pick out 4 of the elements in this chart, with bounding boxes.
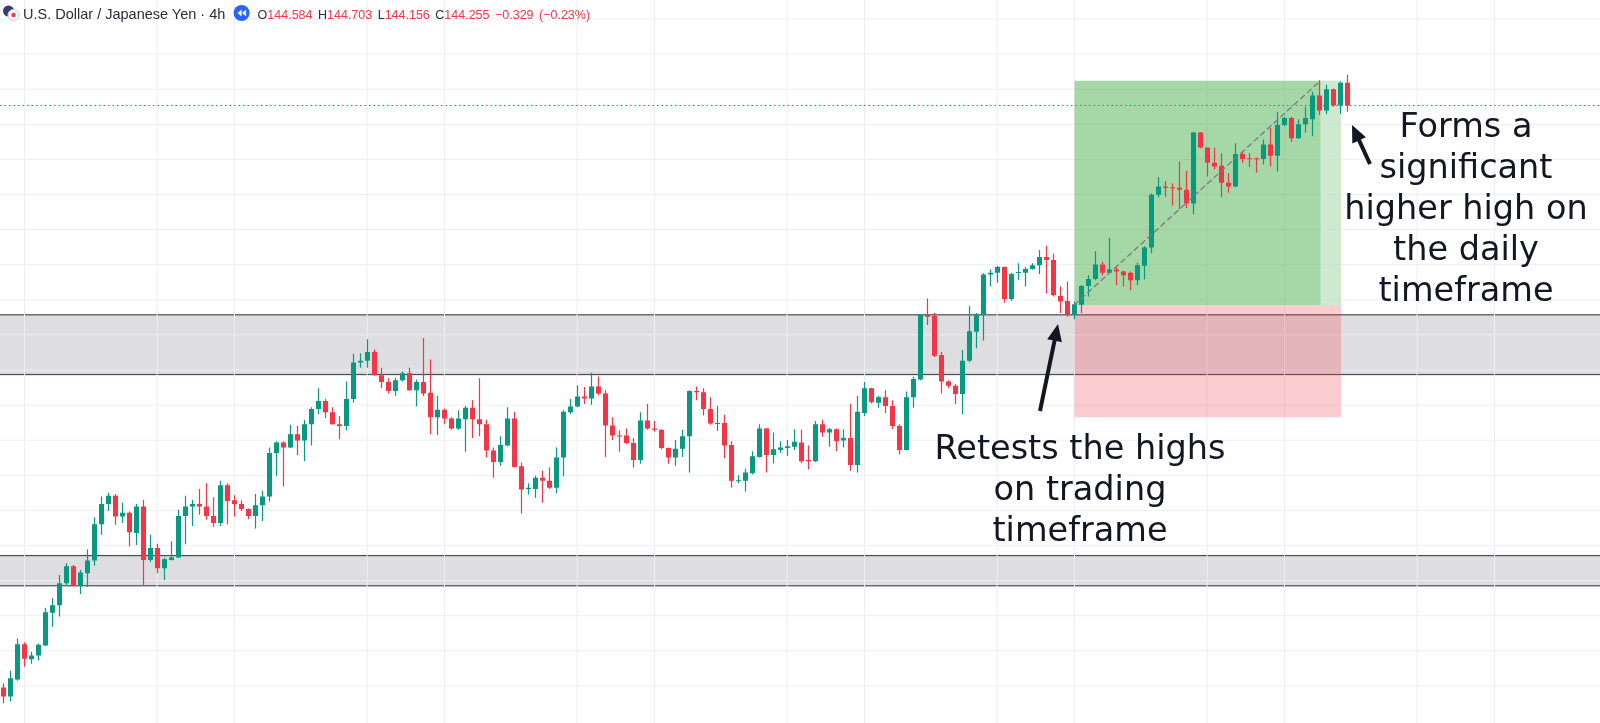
annotation: Retests the highs on trading timeframe: [934, 428, 1226, 549]
annotation: Forms a significant higher high on the daily timeframe: [1344, 106, 1588, 309]
text: O144.584 H144.703 L144.156 C144.255 −0.329 (−0.23%): [257, 7, 591, 22]
chart-title: U.S. Dollar / Japanese Yen · 4h: [23, 5, 226, 22]
